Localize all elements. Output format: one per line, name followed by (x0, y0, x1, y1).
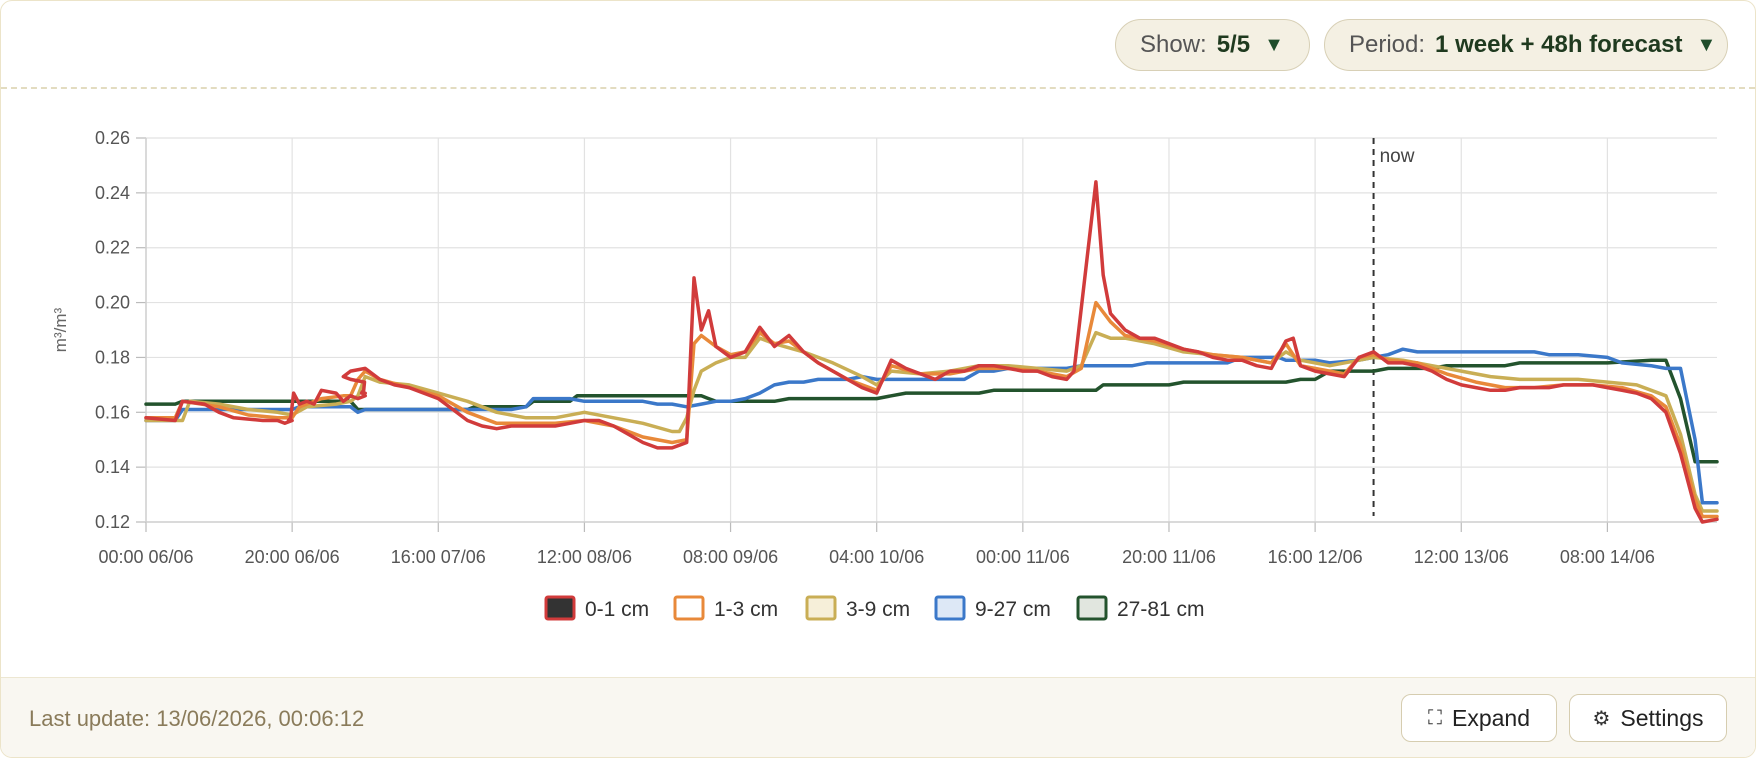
y-tick-label: 0.14 (95, 457, 130, 477)
period-dropdown[interactable]: Period: 1 week + 48h forecast ▼ (1324, 19, 1728, 71)
x-tick-label: 20:00 06/06 (245, 547, 340, 567)
x-tick-label: 00:00 11/06 (976, 547, 1070, 567)
series-line-0-1-cm (144, 180, 1719, 524)
gear-icon: ⚙ (1592, 707, 1611, 730)
x-tick-label: 00:00 06/06 (98, 547, 193, 567)
x-tick-label: 08:00 14/06 (1560, 547, 1655, 567)
x-tick-label: 08:00 09/06 (683, 547, 778, 567)
legend-swatch (934, 595, 966, 621)
series-line-1-3-cm (144, 300, 1719, 519)
x-tick-label: 16:00 12/06 (1268, 547, 1363, 567)
series-line-27-81-cm (144, 358, 1719, 464)
legend-swatch (544, 595, 576, 621)
card-header: Show: 5/5 ▼ Period: 1 week + 48h forecas… (1, 1, 1755, 89)
x-tick-label: 20:00 11/06 (1122, 547, 1216, 567)
caret-down-icon: ▼ (1264, 33, 1284, 56)
expand-icon: ⛶ (1427, 706, 1442, 729)
legend-label: 0-1 cm (585, 598, 649, 621)
legend-label: 1-3 cm (714, 598, 778, 621)
legend-label: 9-27 cm (975, 598, 1051, 621)
expand-label: Expand (1451, 704, 1530, 731)
soil-moisture-chart: 0.12 0.14 0.16 0.18 0.20 0.22 0.24 0.26 00:00 06… (51, 128, 1719, 621)
x-tick-label: 12:00 13/06 (1414, 547, 1509, 567)
x-tick-label: 16:00 07/06 (391, 547, 486, 567)
y-tick-label: 0.22 (95, 238, 130, 258)
y-tick-label: 0.12 (95, 512, 130, 532)
series-line-9-27-cm (144, 347, 1719, 505)
legend-label: 27-81 cm (1117, 598, 1205, 621)
y-tick-label: 0.18 (95, 347, 130, 367)
y-axis-label: m³/m³ (51, 307, 70, 352)
caret-down-icon: ▼ (1696, 33, 1717, 56)
y-tick-label: 0.20 (95, 293, 130, 313)
legend-swatch (805, 595, 837, 621)
show-value: 5/5 (1216, 31, 1251, 58)
legend-label: 3-9 cm (846, 598, 910, 621)
x-tick-label: 12:00 08/06 (537, 547, 632, 567)
legend-swatch (1076, 595, 1108, 621)
period-value: 1 week + 48h forecast (1435, 31, 1683, 58)
card-footer: Last update: 13/06/2026, 00:06:12 ⛶ Expa… (1, 677, 1755, 757)
show-label: Show: (1140, 31, 1207, 58)
y-tick-label: 0.16 (95, 402, 130, 422)
settings-label: Settings (1620, 704, 1704, 731)
show-series-dropdown[interactable]: Show: 5/5 ▼ (1115, 19, 1310, 71)
period-label: Period: (1349, 31, 1426, 58)
expand-button[interactable]: ⛶ Expand (1401, 694, 1557, 742)
legend-swatch (673, 595, 705, 621)
y-tick-label: 0.26 (95, 128, 130, 148)
series-line-3-9-cm (144, 330, 1719, 513)
last-update-text: Last update: 13/06/2026, 00:06:12 (29, 706, 365, 731)
now-marker-label: now (1380, 146, 1415, 167)
settings-button[interactable]: ⚙ Settings (1569, 694, 1727, 742)
x-tick-label: 04:00 10/06 (829, 547, 924, 567)
y-tick-label: 0.24 (95, 183, 130, 203)
